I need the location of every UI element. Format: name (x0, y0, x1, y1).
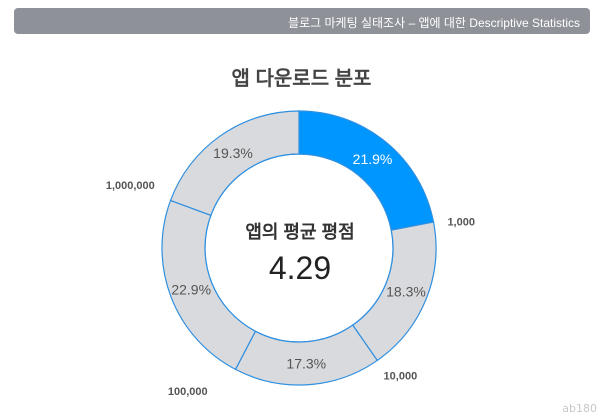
header-title: 블로그 마케팅 실태조사 – 앱에 대한 Descriptive Statist… (288, 16, 580, 30)
header-bar: 블로그 마케팅 실태조사 – 앱에 대한 Descriptive Statist… (14, 8, 590, 34)
donut-hole (204, 153, 394, 343)
slice-value-label: 19.3% (213, 145, 253, 161)
slice-value-label: 22.9% (171, 281, 211, 297)
center-label: 앱의 평균 평점 (245, 222, 355, 242)
chart-title: 앱 다운로드 분포 (231, 68, 372, 90)
slice-value-label: 21.9% (353, 151, 393, 167)
slice-value-label: 18.3% (386, 283, 426, 299)
slice-value-label: 17.3% (286, 355, 326, 371)
donut-slice (169, 110, 300, 217)
center-value: 4.29 (268, 250, 332, 286)
watermark-logo: ab180 (562, 402, 597, 415)
category-label: 10,000 (384, 371, 418, 383)
category-label: 1,000,000 (106, 180, 155, 192)
category-label: 100,000 (168, 386, 208, 398)
category-label: 1,000 (447, 216, 475, 228)
